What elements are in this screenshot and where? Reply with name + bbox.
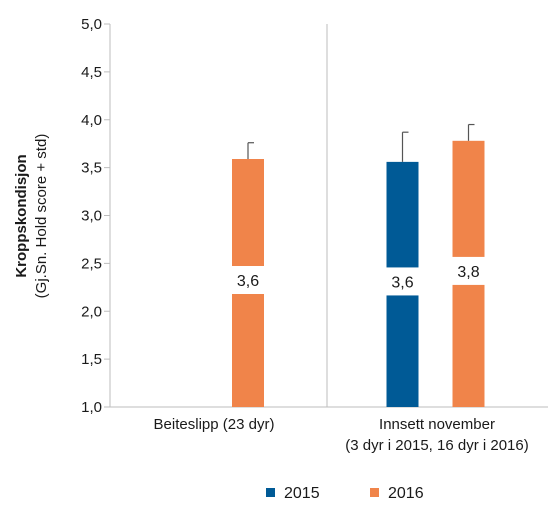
data-label: 3,6 [391,274,413,291]
y-tick-label: 2,5 [81,255,102,272]
y-tick-label: 5,0 [81,16,102,33]
data-label: 3,8 [457,264,479,281]
data-label-box [383,267,422,296]
y-axis-title: Kroppskondisjon (Gj.Sn. Hold score + std… [13,134,50,299]
x-tick-sublabel: (3 dyr i 2015, 16 dyr i 2016) [345,437,528,454]
y-tick-label: 3,5 [81,160,102,177]
legend-swatch [370,488,379,497]
x-tick-label: Beiteslipp (23 dyr) [154,416,275,433]
legend-label: 2015 [284,485,320,501]
y-axis-label: Kroppskondisjon [13,154,30,277]
legend-swatch [266,488,275,497]
x-tick-labels: Beiteslipp (23 dyr) Innsett november (3 dy… [154,416,529,454]
y-tick-label: 4,0 [81,112,102,129]
y-axis-sublabel: (Gj.Sn. Hold score + std) [33,134,50,299]
x-tick-label: Innsett november [379,416,495,433]
y-tick-label: 2,0 [81,303,102,320]
legend: 2015 2016 [266,485,424,502]
data-label: 3,6 [237,273,259,290]
y-tick-label: 3,0 [81,208,102,225]
data-label-box [229,266,267,295]
y-ticks: 1,0 1,5 2,0 2,5 3,0 3,5 4,0 4,5 5,0 [81,16,110,416]
legend-label: 2016 [388,485,424,501]
data-label-box [449,256,488,285]
y-tick-label: 4,5 [81,64,102,81]
y-tick-label: 1,5 [81,351,102,368]
bars: 3,6 3,6 3,8 [229,123,488,407]
y-tick-label: 1,0 [81,399,102,416]
